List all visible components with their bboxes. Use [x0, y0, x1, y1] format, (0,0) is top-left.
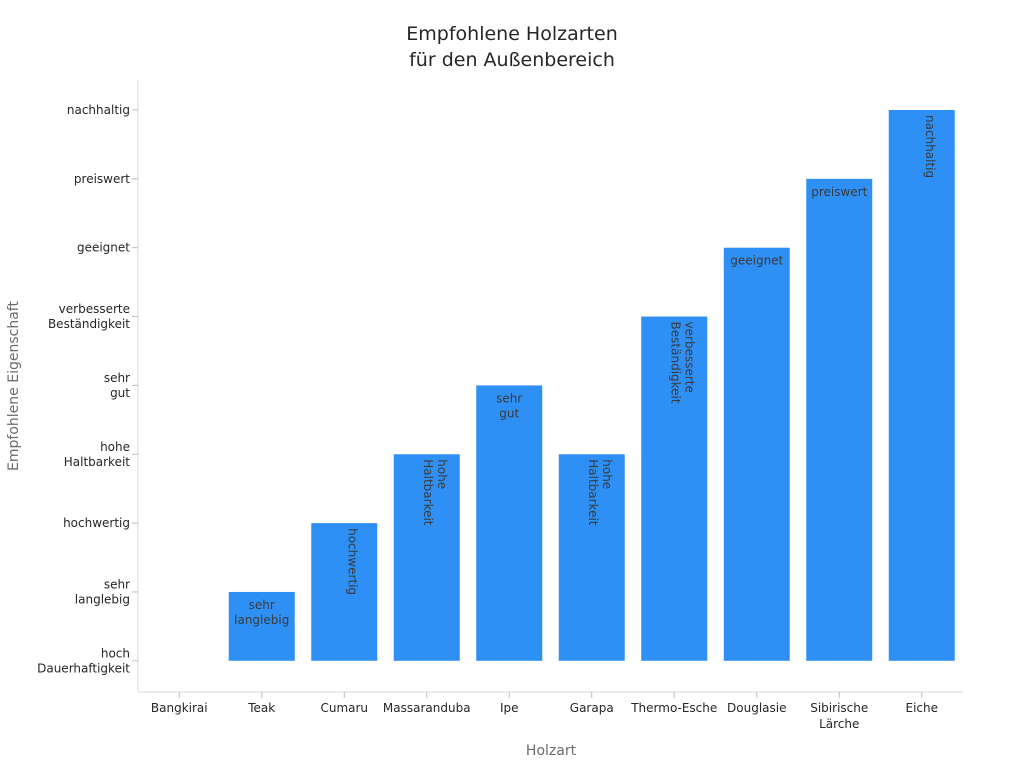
y-tick-label: hochwertig: [63, 516, 130, 530]
y-tick-label: Beständigkeit: [48, 317, 130, 331]
y-tick-label: geeignet: [77, 241, 130, 255]
bar-label: langlebig: [234, 613, 289, 627]
x-axis-label: Holzart: [526, 743, 577, 759]
y-axis-title: Empfohlene Eigenschaft: [6, 301, 22, 471]
bar-label: Haltbarkeit: [421, 459, 435, 526]
y-tick-label: Dauerhaftigkeit: [37, 661, 130, 675]
bar: [723, 247, 790, 661]
bar-label: hohe: [600, 459, 614, 489]
bar: [311, 523, 378, 661]
bar-label: gut: [499, 406, 519, 420]
bar: [393, 454, 460, 661]
chart-title: Empfohlene Holzarten für den Außenbereich: [406, 23, 617, 71]
y-tick-label: hoch: [101, 646, 130, 660]
y-tick-label: Haltbarkeit: [64, 455, 131, 469]
chart-title-line: Empfohlene Holzarten: [406, 23, 617, 45]
bar: [558, 454, 625, 661]
y-tick-label: nachhaltig: [67, 103, 130, 117]
bar-label: Beständigkeit: [668, 322, 682, 404]
x-tick-label: Garapa: [570, 701, 614, 715]
y-tick-label: gut: [110, 386, 130, 400]
bar-label: preiswert: [811, 185, 867, 199]
x-tick-label: Bangkirai: [151, 701, 208, 715]
x-tick-label: Eiche: [905, 701, 938, 715]
x-tick-label: Sibirische: [810, 701, 868, 715]
bar: [806, 178, 873, 661]
bar: [641, 316, 708, 661]
x-tick-label: Massaranduba: [383, 701, 471, 715]
bar-label: hochwertig: [345, 528, 359, 595]
bar-label: sehr: [249, 598, 275, 612]
bar: [888, 110, 955, 661]
chart-title-line: für den Außenbereich: [409, 49, 615, 71]
x-tick-label: Lärche: [819, 717, 859, 731]
bar-label: nachhaltig: [923, 115, 937, 178]
y-tick-label: sehr: [104, 577, 130, 591]
y-tick-label: verbesserte: [59, 302, 130, 316]
x-axis-title: Holzart: [526, 743, 577, 759]
y-axis-label: Empfohlene Eigenschaft: [6, 301, 22, 471]
bar: [476, 385, 543, 661]
bar-label: verbesserte: [682, 322, 696, 393]
x-tick-label: Teak: [247, 701, 275, 715]
bar-label: hohe: [435, 459, 449, 489]
y-tick-label: langlebig: [75, 592, 130, 606]
bar-label: Haltbarkeit: [586, 459, 600, 526]
y-tick-label: hohe: [100, 440, 130, 454]
bar-label: geeignet: [730, 254, 783, 268]
bars: sehrlanglebighochwertighoheHaltbarkeitse…: [228, 110, 955, 661]
axes: hochDauerhaftigkeitsehrlanglebighochwert…: [37, 80, 963, 731]
x-tick-label: Ipe: [500, 701, 519, 715]
bar-label: sehr: [496, 391, 522, 405]
x-tick-label: Thermo-Esche: [630, 701, 717, 715]
bar: [228, 591, 295, 661]
x-tick-label: Cumaru: [320, 701, 368, 715]
x-tick-label: Douglasie: [727, 701, 786, 715]
y-tick-label: preiswert: [74, 172, 130, 186]
y-tick-label: sehr: [104, 371, 130, 385]
